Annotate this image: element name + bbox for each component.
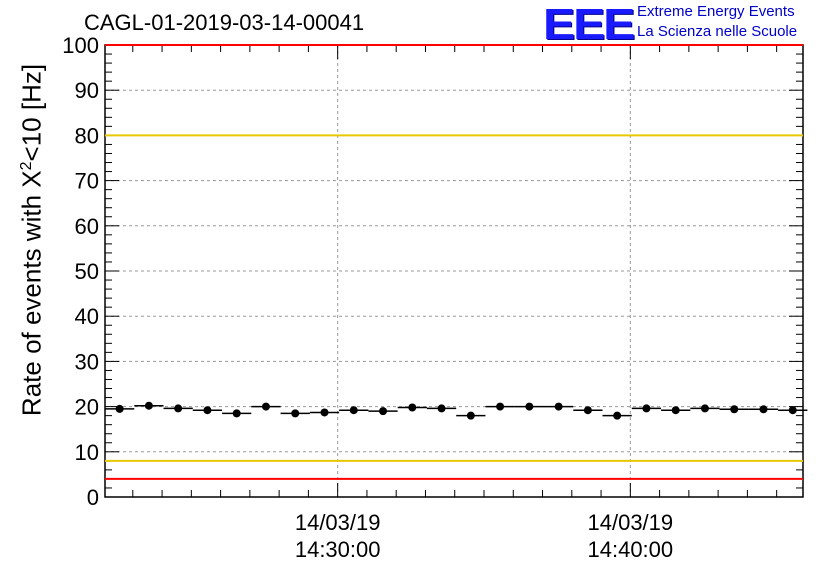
data-point <box>291 409 300 418</box>
data-point <box>496 402 505 411</box>
data-point <box>466 411 475 420</box>
data-point <box>583 406 592 415</box>
x-tick-label-date: 14/03/19 <box>295 510 381 535</box>
data-point <box>642 404 651 413</box>
logo-caption-line2: La Scienza nelle Scuole <box>637 23 798 40</box>
data-point <box>408 403 417 412</box>
data-point <box>759 405 768 414</box>
data-point <box>261 402 270 411</box>
logo-caption: Extreme Energy Events La Scienza nelle S… <box>637 2 797 42</box>
y-tick-label: 70 <box>75 169 99 194</box>
data-point <box>379 407 388 416</box>
y-tick-label: 90 <box>75 78 99 103</box>
y-tick-label: 30 <box>75 349 99 374</box>
chart-title: CAGL-01-2019-03-14-00041 <box>84 10 365 35</box>
y-tick-label: 60 <box>75 214 99 239</box>
data-point <box>203 406 212 415</box>
data-point <box>144 401 153 410</box>
eee-logo: EEE <box>543 0 635 49</box>
data-point <box>174 404 183 413</box>
y-tick-label: 80 <box>75 123 99 148</box>
y-tick-label: 10 <box>75 440 99 465</box>
x-tick-label-date: 14/03/19 <box>588 510 674 535</box>
data-point <box>349 406 358 415</box>
data-point <box>671 406 680 415</box>
data-point <box>700 404 709 413</box>
y-tick-label: 50 <box>75 259 99 284</box>
y-axis-label: Rate of events with X2<10 [Hz] <box>17 64 48 416</box>
y-tick-label: 40 <box>75 304 99 329</box>
y-axis-label-prefix: Rate of events with X <box>16 170 47 417</box>
x-tick-label-time: 14:30:00 <box>295 537 381 562</box>
data-point <box>525 402 534 411</box>
y-tick-label: 0 <box>87 485 99 510</box>
logo-caption-line1: Extreme Energy Events <box>637 3 795 20</box>
data-point <box>613 411 622 420</box>
data-point <box>320 408 329 417</box>
data-point <box>730 405 739 414</box>
y-tick-label: 100 <box>62 33 99 58</box>
y-tick-label: 20 <box>75 395 99 420</box>
data-point <box>232 409 241 418</box>
y-axis-label-suffix: <10 [Hz] <box>16 63 47 162</box>
data-point <box>115 404 124 413</box>
data-point <box>788 406 797 415</box>
data-point <box>437 404 446 413</box>
data-point <box>554 402 563 411</box>
x-tick-label-time: 14:40:00 <box>588 537 674 562</box>
y-axis-label-superscript: 2 <box>17 161 35 171</box>
